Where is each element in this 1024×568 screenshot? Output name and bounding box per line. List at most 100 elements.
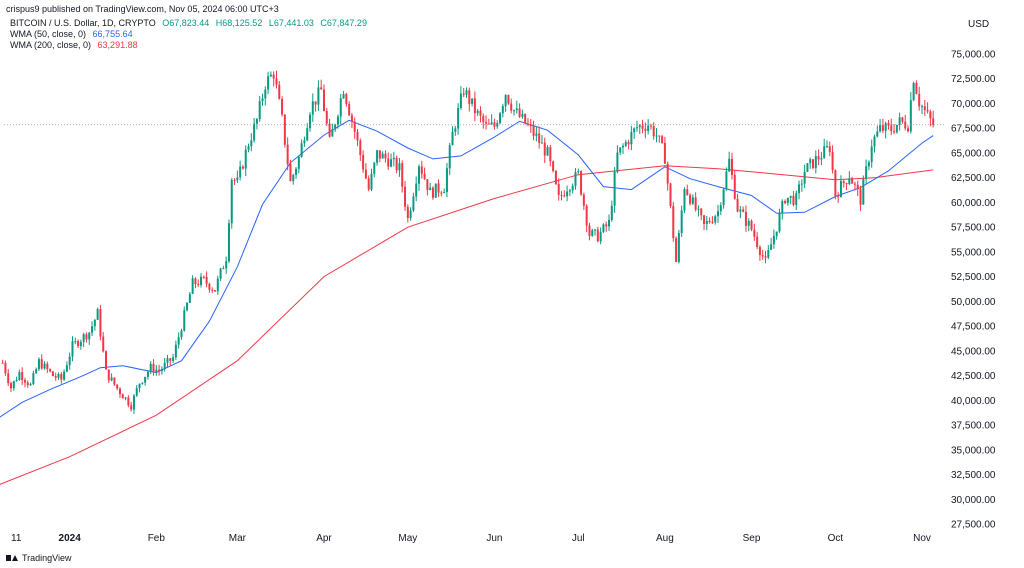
candle-body	[714, 216, 717, 223]
candle	[236, 170, 239, 184]
candle	[532, 120, 535, 141]
x-axis[interactable]: 11 2024 Feb Mar Apr May Jun Jul Aug Sep Oct Nov	[11, 533, 931, 544]
candle-body	[703, 215, 706, 224]
candle	[281, 96, 284, 117]
candle	[219, 267, 222, 282]
candle	[879, 118, 882, 133]
candle	[116, 384, 119, 391]
candle-body	[96, 309, 99, 320]
legend-wma200-label: WMA (200, close, 0)	[10, 40, 92, 50]
candle-body	[566, 191, 569, 197]
candle	[166, 354, 169, 368]
candle	[907, 125, 910, 133]
candle-body	[113, 377, 116, 385]
candle	[633, 127, 636, 139]
candle	[719, 202, 722, 216]
candle-body	[454, 128, 457, 132]
candle-body	[719, 205, 722, 212]
candle	[893, 123, 896, 135]
candle-body	[141, 382, 144, 384]
candle-body	[798, 184, 801, 194]
candle	[23, 377, 26, 388]
candle-body	[451, 131, 454, 146]
candle-body	[789, 195, 792, 198]
candle	[7, 368, 10, 387]
candle	[476, 108, 479, 117]
candle-body	[155, 369, 158, 373]
candle	[862, 175, 865, 205]
candle	[736, 193, 739, 213]
candle	[778, 208, 781, 233]
legend-wma200-row[interactable]: WMA (200, close, 0) 63,291.88	[10, 40, 367, 51]
candle	[568, 188, 571, 197]
candle	[602, 223, 605, 234]
candle-body	[686, 189, 689, 195]
candle	[689, 193, 692, 206]
candle-body	[219, 268, 222, 279]
candle-body	[74, 341, 77, 343]
candle	[929, 109, 932, 127]
candle-body	[744, 211, 747, 226]
candle-body	[842, 181, 845, 184]
candle-body	[88, 332, 91, 340]
candle-body	[82, 334, 85, 342]
candle	[817, 149, 820, 166]
candle	[795, 190, 798, 211]
candle	[613, 167, 616, 213]
candle	[722, 188, 725, 209]
legend-wma50-row[interactable]: WMA (50, close, 0) 66,755.64	[10, 29, 367, 40]
candle	[580, 170, 583, 196]
legend-low: L67,441.03	[268, 18, 314, 28]
candle-body	[10, 383, 12, 389]
candle	[594, 229, 597, 236]
candle	[529, 119, 532, 133]
candle-body	[336, 116, 339, 125]
candle	[887, 119, 890, 130]
candle	[431, 186, 434, 200]
candle	[213, 289, 216, 292]
candle	[18, 369, 21, 381]
candle	[197, 279, 200, 287]
candle-body	[376, 150, 379, 163]
candle	[761, 249, 764, 261]
candle-body	[415, 183, 418, 197]
candle-body	[158, 369, 161, 372]
candle	[169, 357, 172, 367]
candle-body	[580, 171, 583, 195]
candle-body	[663, 142, 666, 164]
candle-body	[381, 153, 384, 159]
footer-brand[interactable]: TradingView	[6, 553, 72, 563]
y-tick-label: 75,000.00	[951, 50, 996, 61]
legend-high: H68,125.52	[215, 18, 263, 28]
candle	[63, 369, 66, 381]
y-axis[interactable]: 75,000.00 72,500.00 70,000.00 67,500.00 65,0…	[951, 50, 996, 531]
candle	[918, 86, 921, 111]
candle	[205, 271, 208, 288]
candle	[132, 393, 135, 414]
candle-body	[532, 125, 535, 136]
candle	[694, 192, 697, 212]
candle-body	[873, 136, 876, 147]
candle-body	[283, 114, 286, 145]
candle-body	[926, 110, 929, 112]
candle	[118, 387, 121, 399]
candle	[309, 112, 312, 132]
candle	[4, 360, 7, 376]
candle-body	[675, 238, 678, 262]
candle	[638, 124, 641, 134]
candle	[482, 113, 485, 129]
candle-body	[806, 163, 809, 172]
candle-body	[571, 185, 574, 191]
candle-body	[529, 124, 532, 126]
candle	[652, 122, 655, 140]
candle	[873, 134, 876, 153]
candle	[85, 332, 88, 343]
currency-label[interactable]: USD	[968, 19, 990, 30]
candle-body	[272, 74, 275, 79]
candle-body	[85, 334, 88, 340]
candle-body	[610, 205, 613, 220]
y-tick-label: 70,000.00	[951, 99, 996, 110]
candle	[186, 301, 189, 312]
candle-body	[901, 117, 904, 122]
